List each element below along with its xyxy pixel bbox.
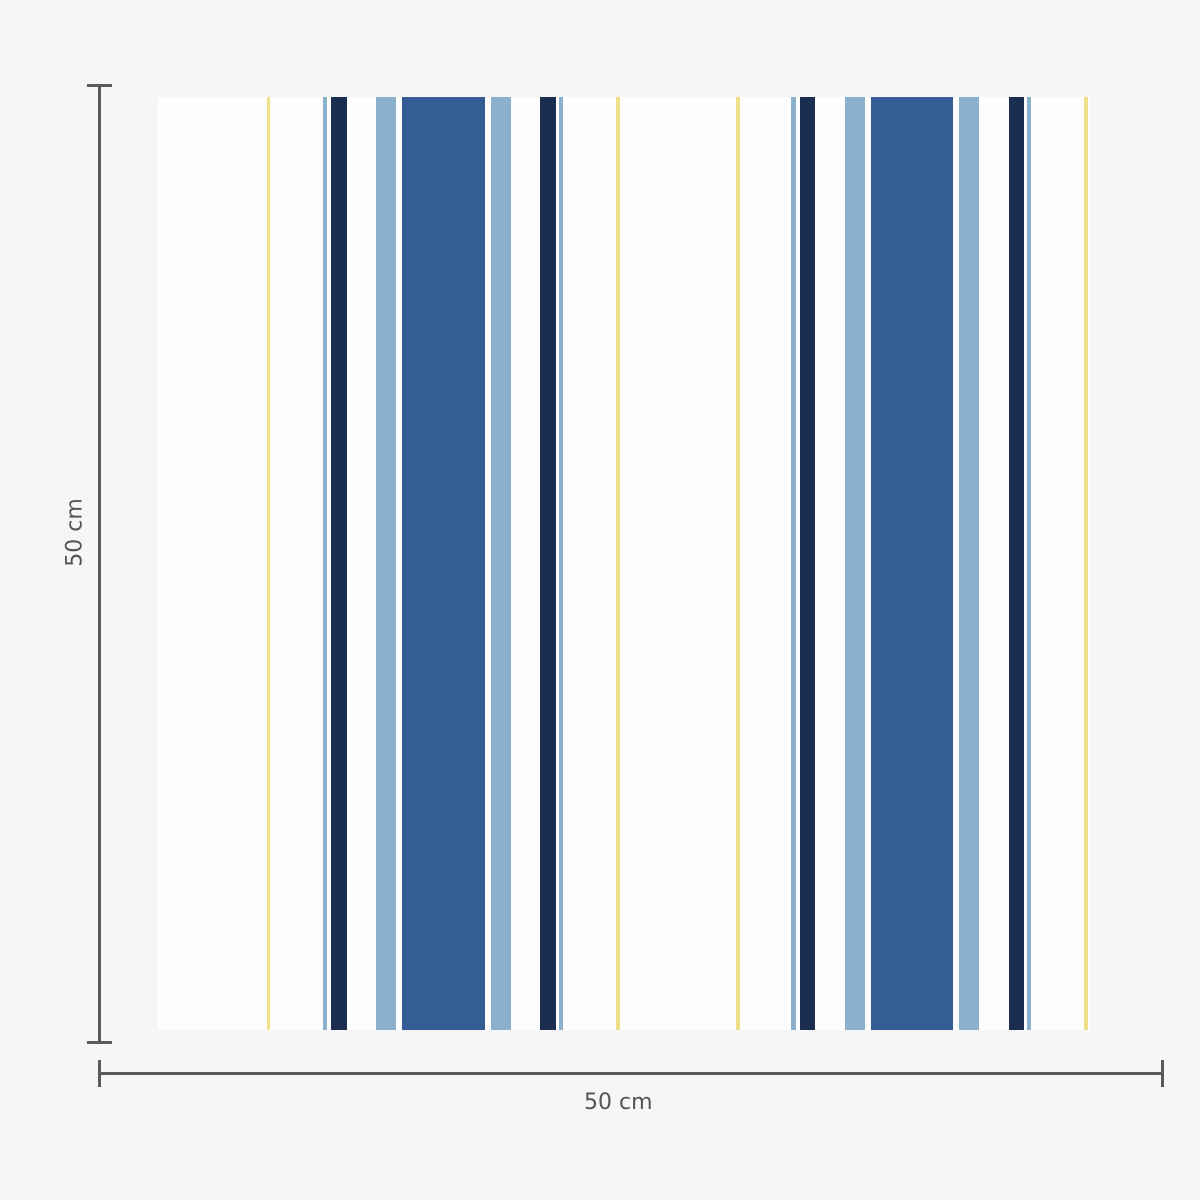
width-ruler-cap-right	[1161, 1060, 1164, 1087]
stripe-blue	[402, 97, 485, 1030]
width-ruler-cap-left	[98, 1060, 101, 1087]
stripe-yellow	[1084, 97, 1088, 1030]
height-ruler-cap-bottom	[87, 1041, 112, 1044]
stripe-blue	[871, 97, 953, 1030]
height-ruler-cap-top	[87, 84, 112, 87]
wallpaper-sample	[157, 97, 1090, 1030]
stripe-light-blue	[323, 97, 327, 1030]
stripe-light-blue	[376, 97, 396, 1030]
height-ruler-line	[98, 85, 101, 1043]
stripe-navy	[800, 97, 815, 1030]
stripe-light-blue	[1027, 97, 1031, 1030]
stripe-light-blue	[845, 97, 865, 1030]
width-ruler-line	[99, 1072, 1163, 1075]
stripe-yellow	[267, 97, 270, 1030]
stripe-navy	[331, 97, 347, 1030]
stripe-light-blue	[791, 97, 796, 1030]
stripe-light-blue	[491, 97, 511, 1030]
stripe-light-blue	[559, 97, 563, 1030]
stripe-yellow	[616, 97, 620, 1030]
stripe-yellow	[736, 97, 740, 1030]
stripe-navy	[540, 97, 556, 1030]
height-label: 50 cm	[62, 498, 88, 567]
stripe-navy	[1009, 97, 1024, 1030]
width-label: 50 cm	[584, 1090, 653, 1115]
stripe-light-blue	[959, 97, 979, 1030]
